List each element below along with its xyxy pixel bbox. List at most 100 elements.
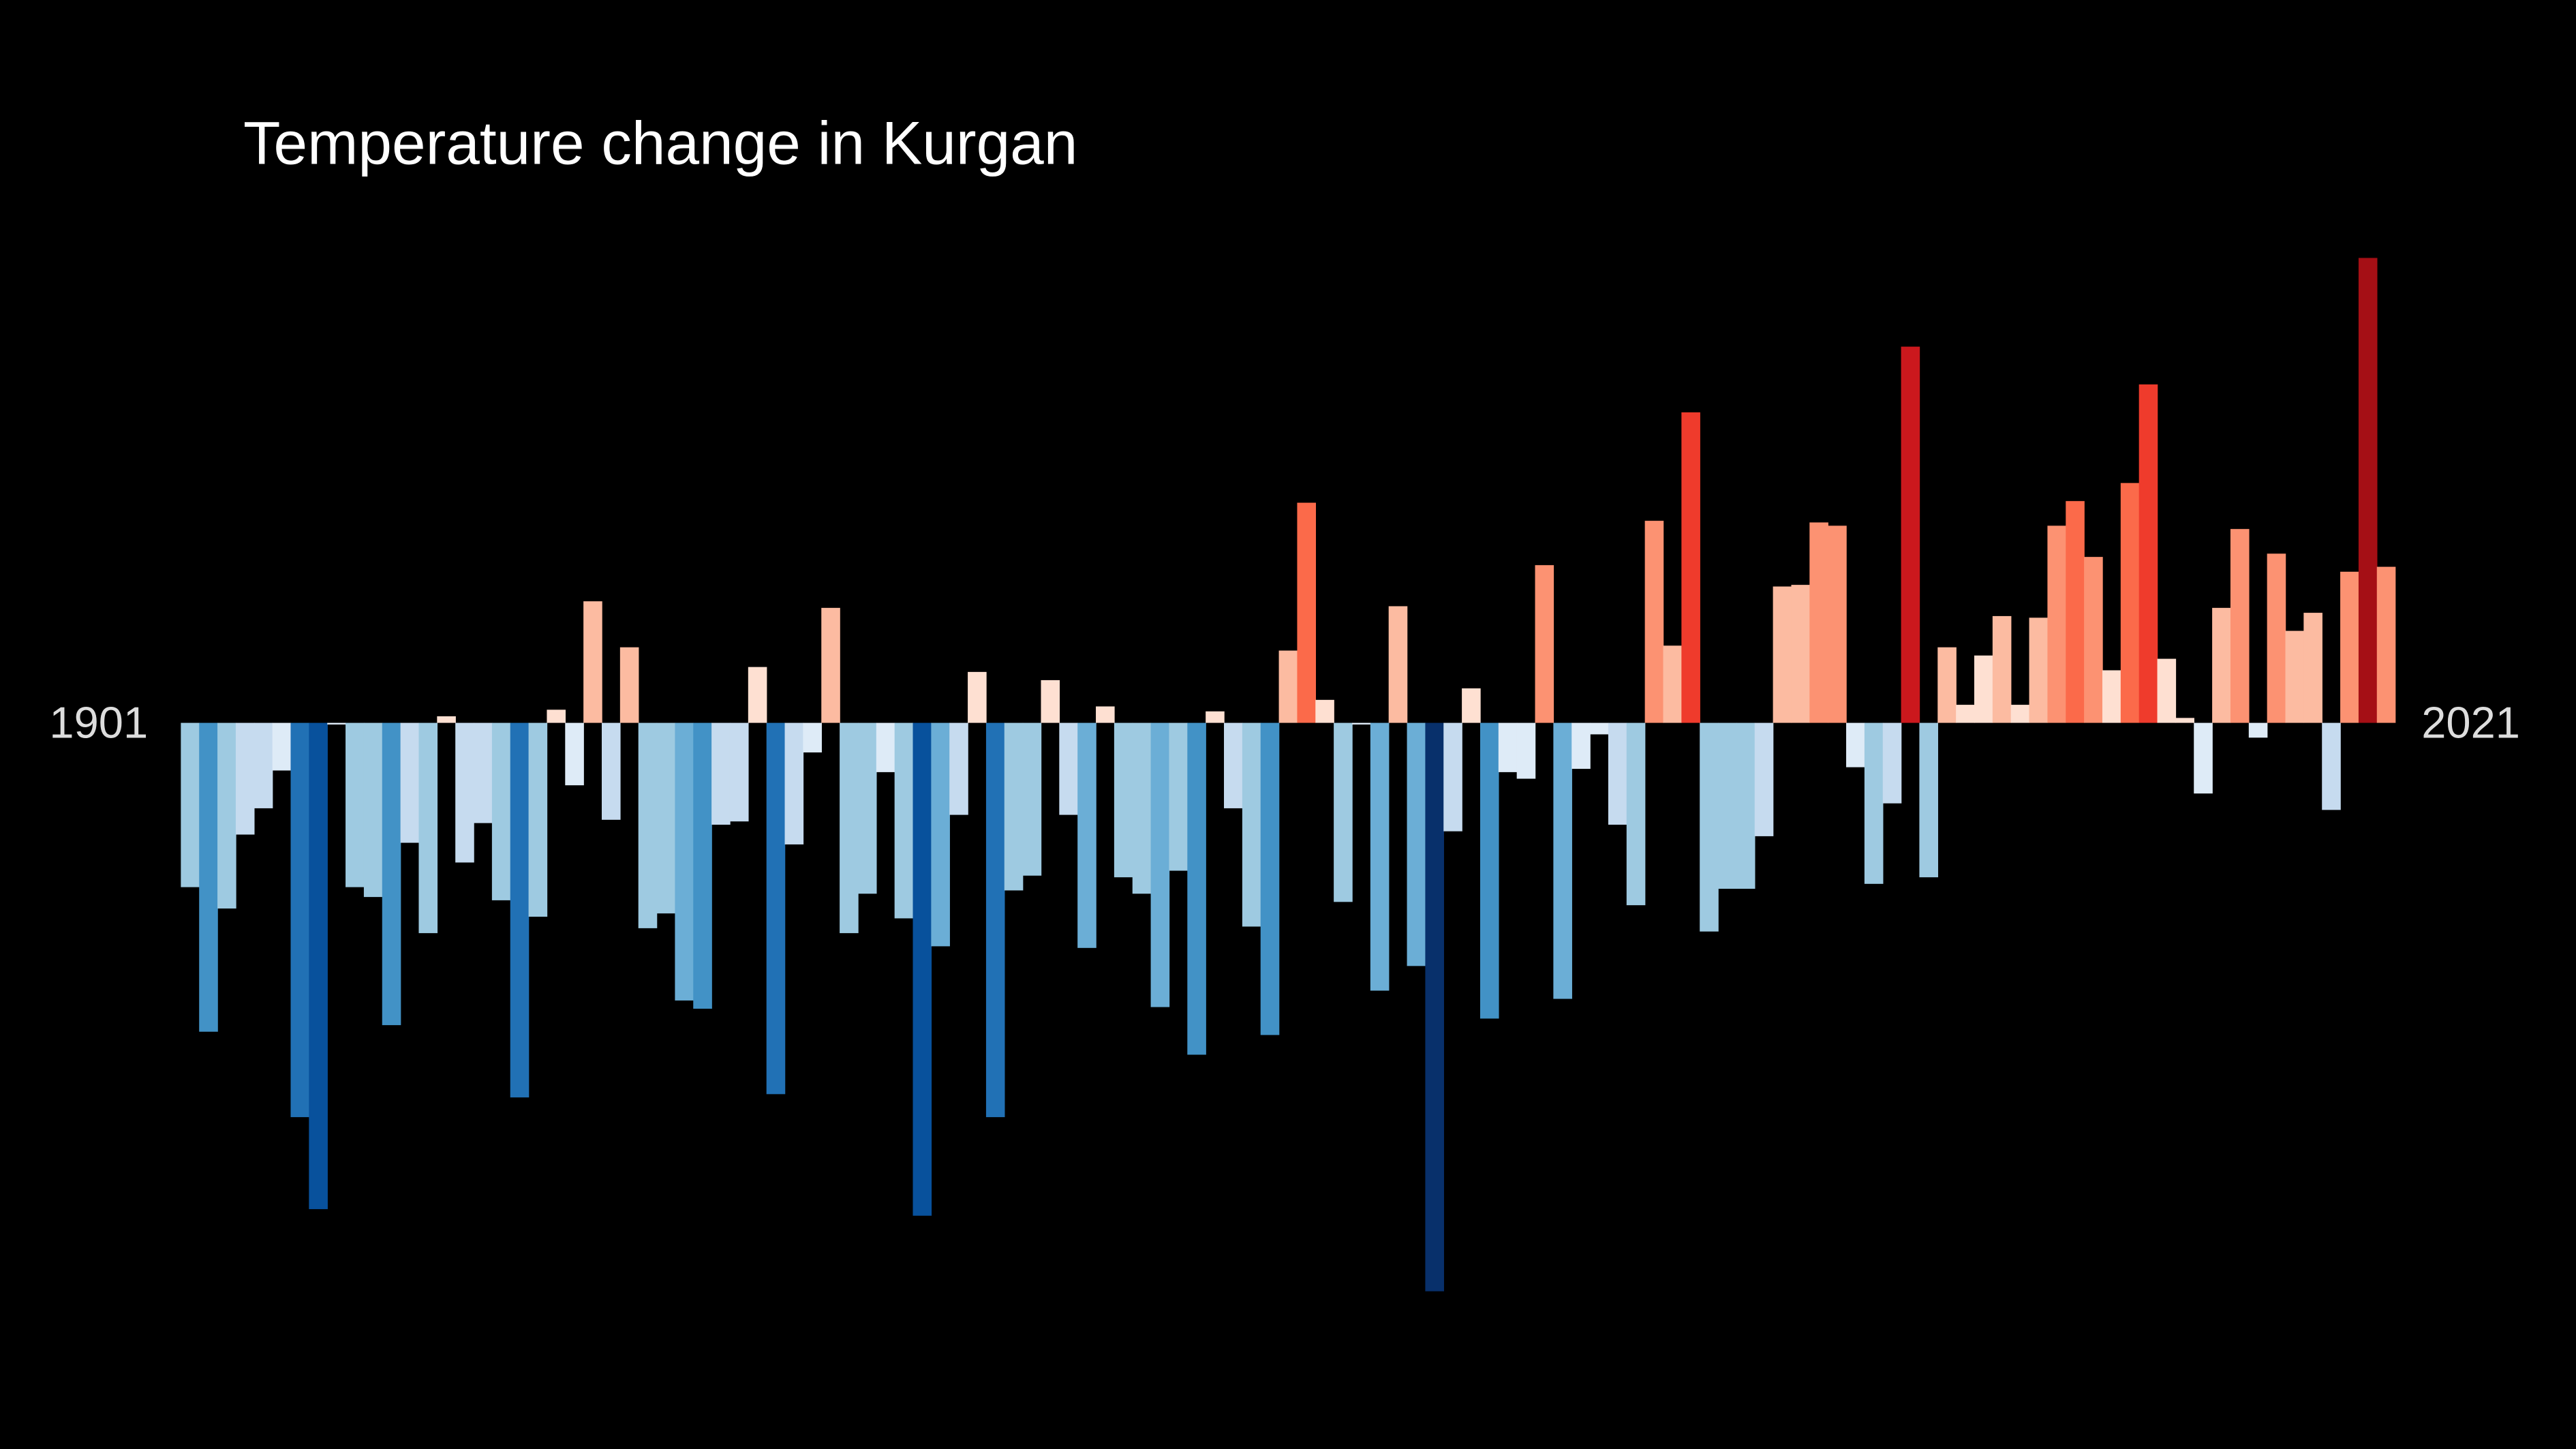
bar xyxy=(1388,606,1408,723)
bar xyxy=(1242,722,1261,927)
bar xyxy=(2322,722,2341,810)
bar xyxy=(528,722,548,917)
chart-title: Temperature change in Kurgan xyxy=(243,109,1077,177)
bar xyxy=(1828,525,1847,723)
bar xyxy=(418,722,438,934)
bar xyxy=(2157,658,2177,723)
bar xyxy=(1297,502,1317,723)
bar xyxy=(2230,529,2250,723)
bar xyxy=(619,647,639,723)
bar xyxy=(2212,607,2231,723)
bar xyxy=(2248,722,2268,738)
bar xyxy=(1407,722,1426,966)
bar xyxy=(2285,630,2305,723)
bar xyxy=(931,722,950,947)
bar xyxy=(1516,722,1536,779)
bar xyxy=(876,722,895,772)
bar xyxy=(1114,722,1133,878)
bar xyxy=(2175,718,2194,723)
bar xyxy=(2029,617,2049,723)
bar xyxy=(968,671,987,723)
bar xyxy=(601,722,621,820)
bar xyxy=(400,722,420,843)
bar xyxy=(1974,655,1993,723)
bar xyxy=(711,722,731,825)
bar xyxy=(894,722,914,919)
bar xyxy=(1919,722,1939,878)
bar xyxy=(2358,258,2378,723)
bar xyxy=(1278,650,1298,723)
x-tick-label: 1901 xyxy=(49,698,148,748)
bar xyxy=(363,722,383,898)
bar xyxy=(1718,722,1737,889)
bar xyxy=(1462,688,1481,723)
bar xyxy=(1992,615,2012,723)
bar xyxy=(2084,557,2103,723)
bar xyxy=(1663,645,1683,723)
bar xyxy=(1700,722,1719,932)
bar xyxy=(1626,722,1646,906)
bar xyxy=(2194,722,2213,794)
bar xyxy=(1736,722,1755,889)
bar xyxy=(1901,346,1920,723)
bar xyxy=(2303,613,2322,723)
bar xyxy=(583,601,602,723)
bar xyxy=(729,722,749,822)
bar xyxy=(1169,722,1189,871)
bar xyxy=(1846,722,1865,767)
bar xyxy=(1956,705,1975,723)
x-tick-label: 2021 xyxy=(2421,698,2520,748)
bar xyxy=(1334,722,1353,902)
bar xyxy=(784,722,804,844)
bar xyxy=(2267,553,2286,723)
bar xyxy=(1498,722,1518,772)
bar xyxy=(766,722,786,1095)
bar xyxy=(1022,722,1042,876)
bar xyxy=(1315,699,1334,723)
bar xyxy=(1681,412,1700,723)
bar xyxy=(491,722,511,900)
bar xyxy=(272,722,292,771)
bar xyxy=(821,607,840,723)
bar xyxy=(217,722,236,909)
bar xyxy=(1590,722,1609,735)
bar xyxy=(1351,722,1371,724)
bar xyxy=(748,667,767,723)
bar xyxy=(1425,722,1444,1292)
bar xyxy=(1571,722,1591,769)
bar xyxy=(199,722,218,1032)
bar xyxy=(2120,483,2140,723)
bar xyxy=(474,722,493,823)
bar xyxy=(1535,565,1554,723)
bar xyxy=(547,710,566,723)
bar xyxy=(1041,680,1060,723)
bar xyxy=(1754,722,1774,836)
bar xyxy=(1864,722,1884,884)
bar xyxy=(840,722,859,934)
bar xyxy=(2138,384,2158,723)
bar xyxy=(1260,722,1280,1035)
bar xyxy=(949,722,968,815)
bar xyxy=(1077,722,1097,948)
bar xyxy=(1791,585,1811,723)
bar xyxy=(455,722,474,863)
bar xyxy=(510,722,530,1098)
bar xyxy=(2340,571,2359,723)
bar xyxy=(565,722,584,786)
bar xyxy=(1882,722,1902,804)
bar xyxy=(1443,722,1462,832)
bar xyxy=(327,722,346,724)
bar xyxy=(1773,586,1792,723)
bar xyxy=(1370,722,1390,991)
bar xyxy=(1187,722,1206,1055)
bar xyxy=(2010,705,2030,723)
bar xyxy=(2376,566,2396,723)
bar xyxy=(656,722,676,914)
bar xyxy=(1206,711,1225,723)
bar xyxy=(290,722,310,1118)
bar xyxy=(235,722,255,835)
bar xyxy=(1937,647,1957,723)
bar xyxy=(1809,522,1828,723)
bar xyxy=(1059,722,1078,815)
